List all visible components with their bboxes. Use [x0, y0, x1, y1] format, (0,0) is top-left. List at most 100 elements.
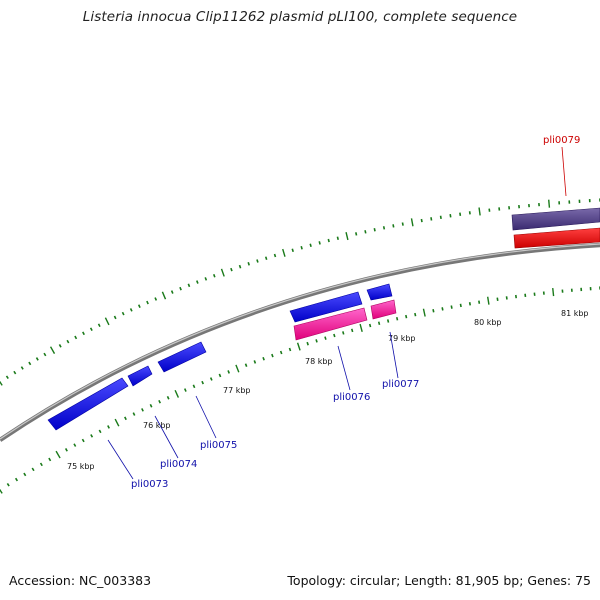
leader-pli0074	[154, 415, 179, 459]
scale-label-78: 78 kbp	[305, 357, 333, 366]
outer-tick-ring	[0, 198, 600, 386]
inner-tick-mark	[81, 438, 85, 443]
inner-tick-ring	[0, 286, 600, 494]
gene-pli0075[interactable]	[157, 341, 207, 373]
gene-pli0076[interactable]	[293, 307, 368, 341]
inner-tick-mark	[377, 321, 381, 325]
inner-tick-mark	[23, 472, 27, 477]
inner-tick-mark	[450, 305, 453, 309]
outer-tick-mark	[129, 308, 133, 312]
inner-tick-mark	[166, 395, 170, 400]
inner-tick-mark	[98, 429, 102, 434]
outer-tick-mark	[161, 291, 167, 300]
outer-tick-mark	[392, 224, 395, 228]
inner-tick-mark	[486, 296, 490, 305]
inner-tick-mark	[296, 342, 301, 351]
outer-tick-mark	[309, 243, 312, 248]
inner-tick-mark	[244, 363, 248, 367]
inner-tick-mark	[14, 477, 19, 482]
leader-pli0075	[195, 395, 217, 439]
scale-label-80: 80 kbp	[474, 318, 502, 327]
inner-tick-mark	[288, 347, 292, 352]
inner-tick-mark	[359, 323, 363, 332]
outer-tick-mark	[410, 218, 414, 227]
gene-label-pli0077[interactable]: pli0077	[382, 379, 419, 390]
inner-tick-mark	[253, 360, 257, 364]
gene-pli0079-red[interactable]	[513, 227, 600, 249]
scale-label-76: 76 kbp	[143, 421, 171, 430]
plasmid-backbone	[0, 242, 600, 442]
inner-tick-mark	[395, 317, 399, 321]
inner-tick-mark	[141, 408, 144, 412]
outer-tick-mark	[282, 248, 286, 257]
outer-tick-mark	[179, 286, 182, 291]
outer-tick-mark	[82, 331, 85, 336]
inner-tick-mark	[73, 443, 77, 447]
outer-tick-mark	[430, 217, 433, 221]
outer-tick-mark	[58, 344, 62, 348]
gene-pli0079[interactable]	[511, 207, 600, 231]
gene-label-pli0073[interactable]: pli0073	[131, 479, 168, 490]
inner-tick-mark	[262, 356, 265, 361]
outer-tick-mark	[43, 352, 47, 357]
outer-tick-mark	[220, 268, 225, 277]
outer-tick-mark	[327, 238, 330, 243]
outer-tick-mark	[66, 339, 70, 344]
gene-label-pli0074[interactable]: pli0074	[160, 459, 197, 470]
leader-pli0073	[107, 439, 134, 480]
inner-tick-mark	[552, 288, 555, 297]
gene-pli0077-fwd[interactable]	[366, 283, 393, 301]
outer-tick-mark	[364, 230, 367, 234]
scale-label-81: 81 kbp	[561, 309, 589, 318]
inner-tick-mark	[468, 302, 471, 306]
outer-tick-mark	[291, 248, 294, 253]
outer-tick-mark	[247, 262, 250, 266]
outer-tick-mark	[256, 259, 259, 263]
inner-tick-mark	[405, 314, 408, 319]
map-title: Listeria innocua Clip11262 plasmid pLI10…	[82, 9, 518, 25]
outer-tick-mark	[548, 199, 551, 208]
inner-tick-mark	[306, 341, 309, 346]
outer-tick-mark	[264, 256, 268, 260]
inner-tick-mark	[350, 328, 354, 333]
outer-tick-mark	[154, 297, 158, 301]
inner-tick-mark	[64, 448, 68, 452]
inner-tick-mark	[342, 331, 345, 335]
outer-tick-mark	[121, 311, 125, 316]
outer-tick-mark	[113, 315, 117, 320]
inner-tick-mark	[459, 303, 462, 308]
leader-pli0076	[337, 345, 351, 391]
outer-tick-mark	[49, 346, 56, 354]
gene-label-pli0076[interactable]: pli0076	[333, 392, 370, 403]
inner-tick-mark	[90, 434, 94, 438]
inner-tick-mark	[201, 380, 204, 385]
inner-tick-mark	[441, 307, 444, 311]
inner-tick-mark	[279, 350, 283, 355]
scale-label-79: 79 kbp	[388, 334, 416, 343]
outer-tick-mark	[28, 361, 32, 366]
gene-label-pli0075[interactable]: pli0075	[200, 440, 237, 451]
inner-tick-mark	[368, 323, 372, 328]
inner-tick-mark	[192, 384, 196, 389]
outer-tick-mark	[439, 215, 442, 219]
gene-pli0074[interactable]	[127, 365, 153, 387]
inner-tick-mark	[333, 333, 336, 338]
inner-tick-mark	[31, 467, 35, 472]
inner-tick-mark	[124, 416, 127, 421]
inner-tick-mark	[324, 336, 327, 340]
inner-tick-mark	[235, 364, 240, 373]
outer-tick-mark	[204, 277, 208, 281]
outer-tick-mark	[146, 300, 149, 305]
outer-tick-mark	[373, 228, 376, 232]
inner-tick-mark	[386, 319, 390, 323]
gene-pli0076-fwd[interactable]	[289, 291, 363, 323]
outer-tick-mark	[104, 317, 110, 326]
outer-tick-mark	[318, 241, 321, 245]
gene-label-pli0079[interactable]: pli0079	[543, 135, 580, 146]
gene-pli0077[interactable]	[370, 299, 397, 320]
outer-tick-mark	[196, 280, 199, 284]
outer-tick-mark	[401, 222, 404, 226]
leader-pli0079	[561, 146, 567, 197]
gene-pli0073[interactable]	[47, 377, 129, 431]
